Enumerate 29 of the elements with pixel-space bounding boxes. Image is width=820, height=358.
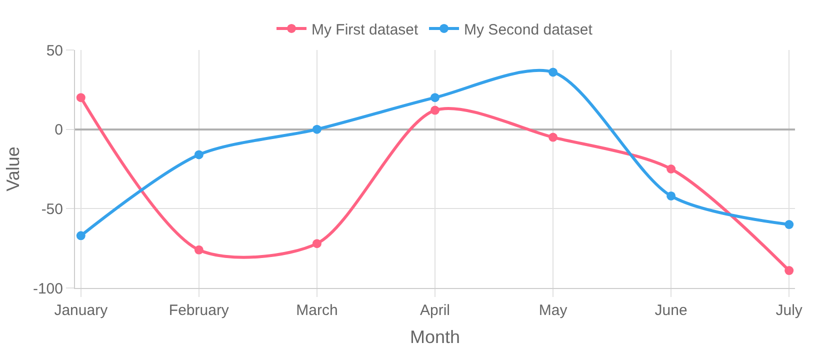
point: [76, 93, 86, 102]
point: [666, 164, 676, 174]
legend-label: My Second dataset: [464, 21, 594, 38]
point: [76, 231, 86, 240]
x-tick-label: March: [296, 302, 338, 319]
y-tick-label: -100: [32, 280, 63, 298]
point: [312, 124, 322, 134]
x-tick-label: June: [654, 302, 688, 319]
point: [548, 132, 558, 142]
y-axis-title: Value: [3, 146, 24, 192]
x-axis-title: Month: [410, 327, 460, 348]
y-tick-label: 0: [54, 122, 63, 139]
x-tick-label: July: [776, 302, 803, 319]
y-tick-label: 50: [46, 42, 63, 60]
x-tick-label: January: [54, 302, 108, 319]
point: [430, 106, 440, 115]
point: [194, 245, 204, 254]
y-tick-label: -50: [41, 200, 63, 218]
point: [548, 68, 558, 77]
point: [784, 266, 794, 276]
point: [194, 150, 204, 160]
x-tick-label: February: [168, 302, 230, 319]
point: [784, 220, 794, 230]
point: [312, 239, 322, 248]
x-tick-label: April: [420, 302, 450, 319]
point: [430, 93, 440, 102]
x-tick-label: May: [538, 302, 568, 319]
point: [666, 191, 676, 200]
legend-label: My First dataset: [312, 21, 420, 38]
